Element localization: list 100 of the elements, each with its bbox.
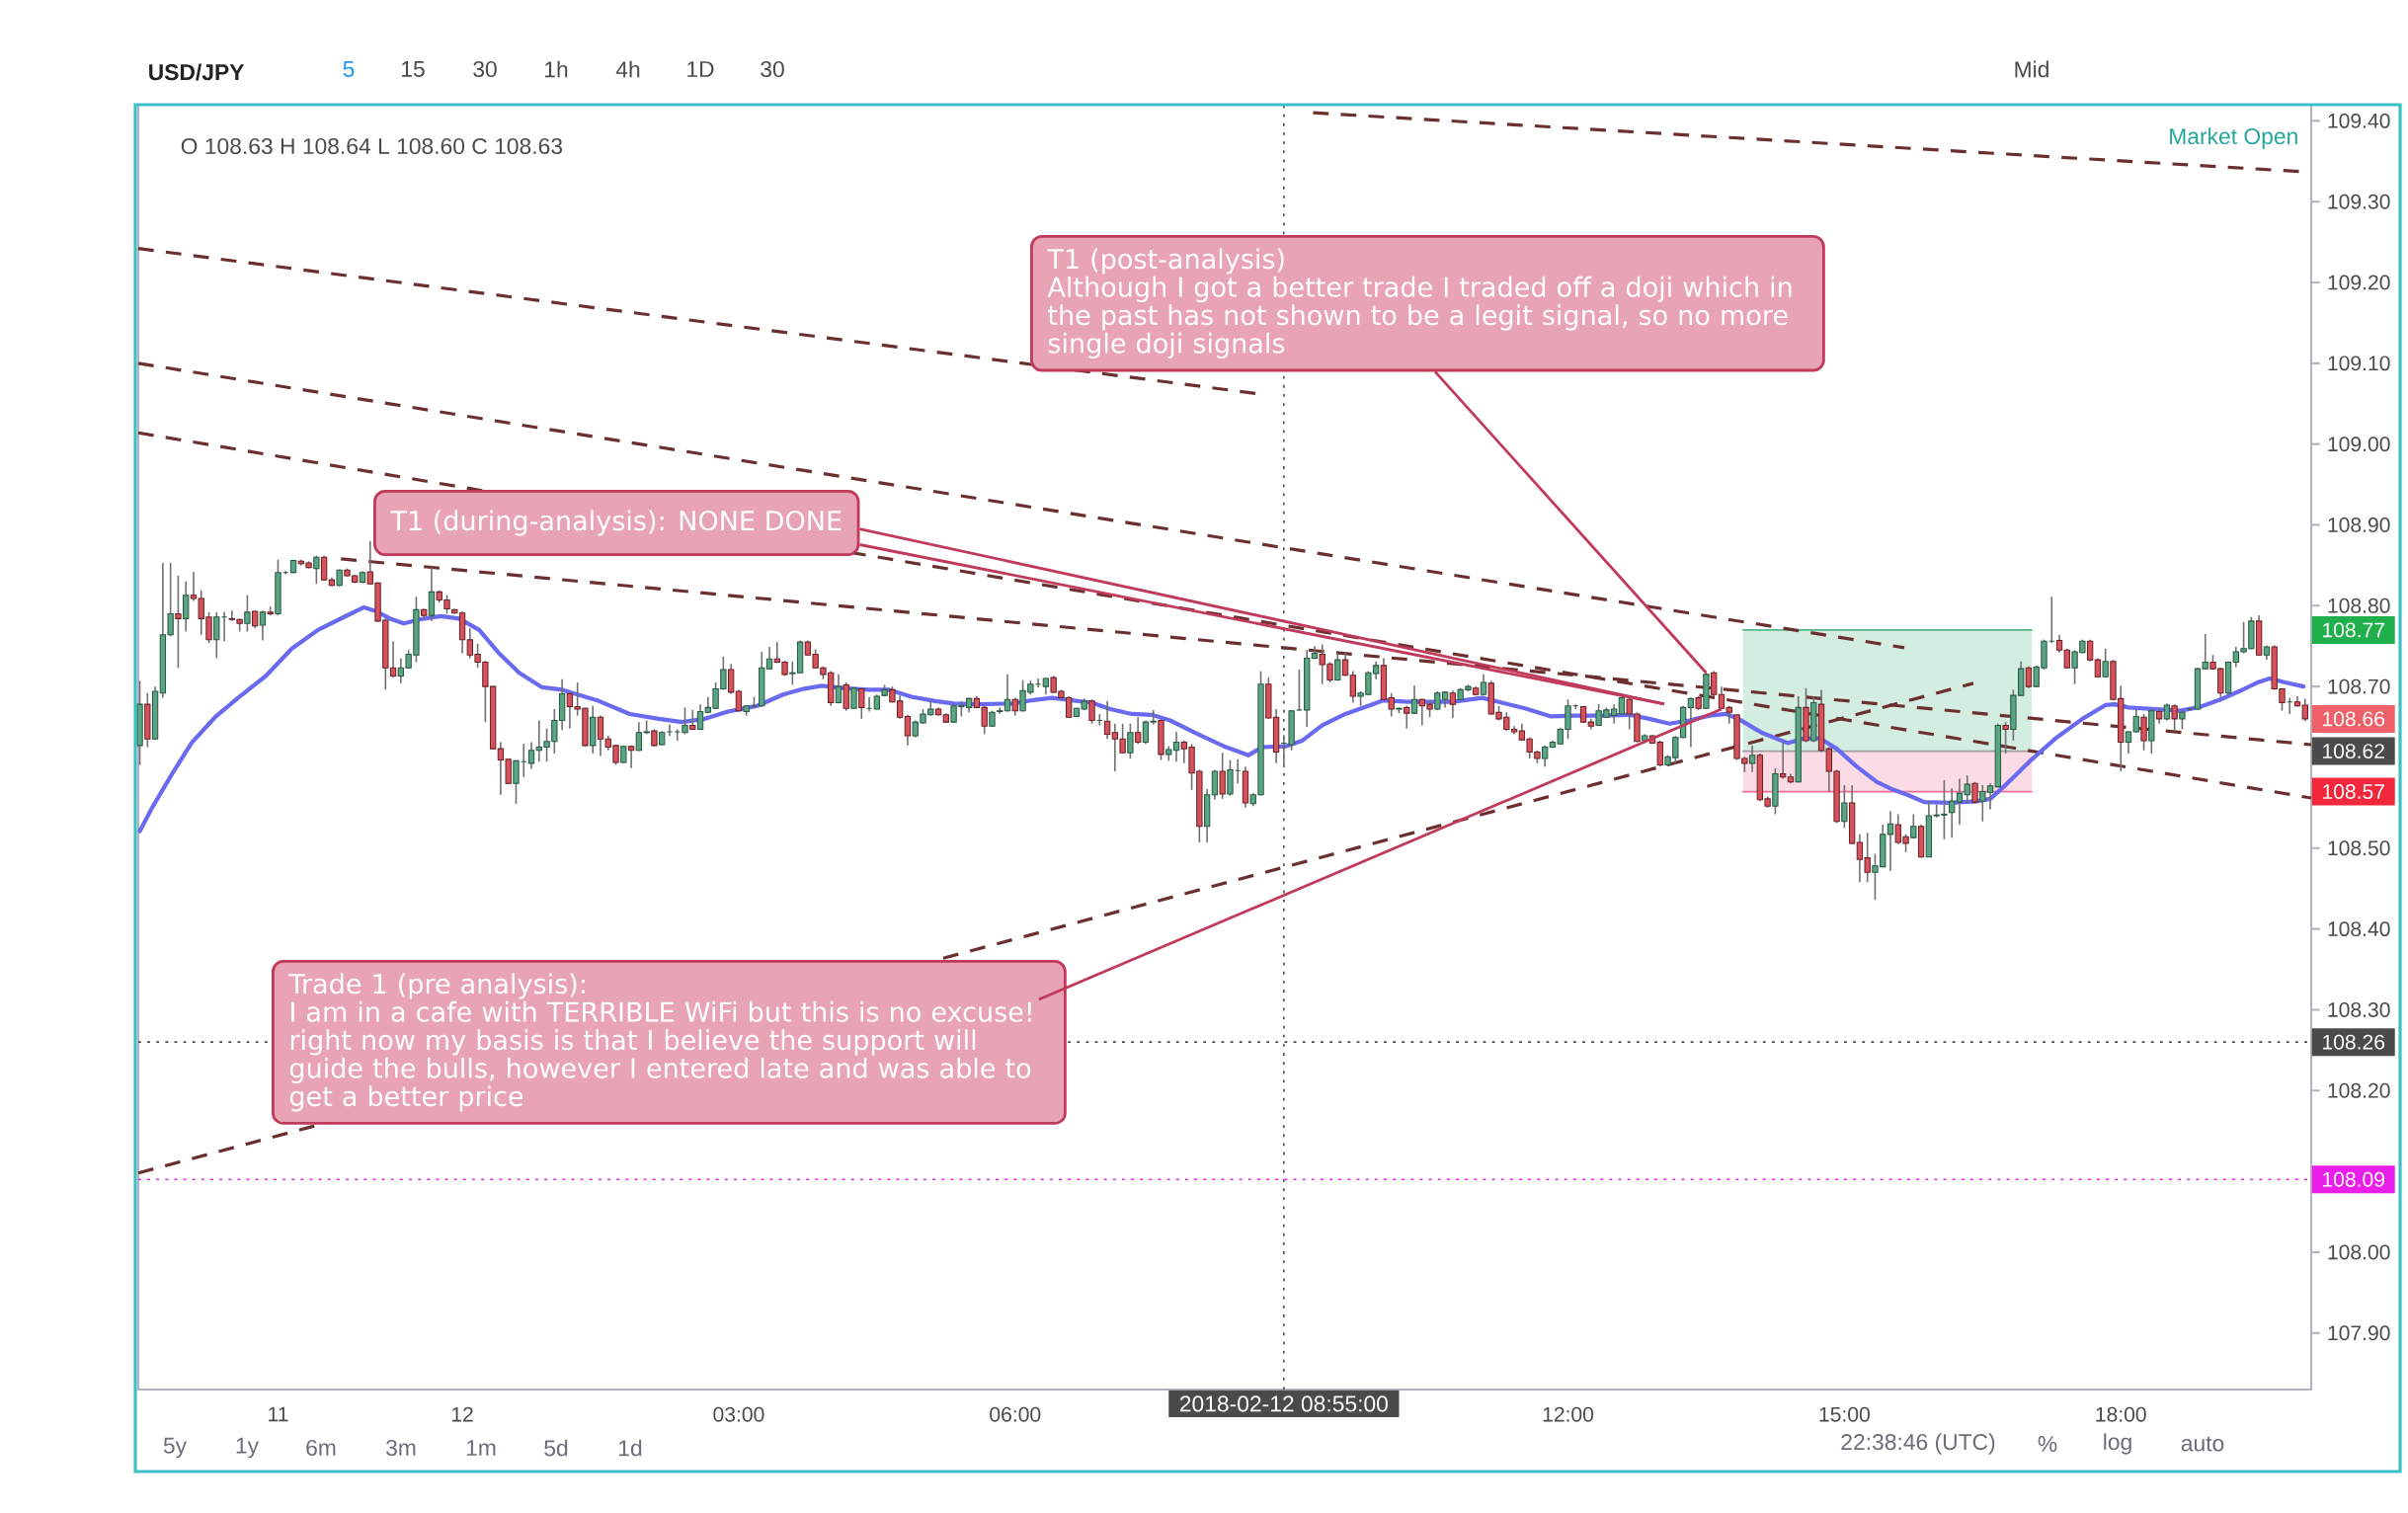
x-tick-label: 06:00: [990, 1406, 1041, 1422]
text: 1h: [545, 60, 568, 78]
candlestick: [682, 706, 688, 736]
candlestick: [1711, 670, 1718, 697]
y-tick-label: 108.90: [2328, 518, 2390, 532]
y-tick-label: 108.20: [2328, 1082, 2390, 1098]
chart-title: USD/JPY: [149, 63, 245, 81]
text: 30: [473, 60, 497, 78]
candlestick: [904, 713, 912, 747]
candlestick: [1088, 698, 1095, 725]
text: 1D: [687, 61, 714, 77]
candlestick: [1103, 700, 1111, 741]
candlestick: [175, 575, 182, 670]
candlestick: [1134, 716, 1142, 746]
text: 108.77: [2323, 622, 2384, 638]
y-tick-label: 109.10: [2328, 356, 2390, 371]
text: 108.66: [2323, 711, 2385, 727]
y-tick-label: 109.20: [2328, 275, 2390, 290]
y-tick-label: 108.30: [2328, 1001, 2390, 1017]
candlestick: [1841, 784, 1848, 830]
text: 4h: [615, 60, 640, 78]
candlestick: [1219, 752, 1226, 800]
y-tick-label: 107.90: [2328, 1325, 2390, 1341]
candlestick: [2055, 633, 2063, 654]
candlestick: [674, 728, 681, 742]
candlestick: [1296, 669, 1303, 712]
text: 22:38:46 (UTC): [1841, 1433, 1995, 1455]
text: O 108.63 H 108.64 L 108.60 C 108.63: [181, 137, 562, 155]
text: auto: [2181, 1436, 2224, 1452]
x-tick-label: 15:00: [1819, 1406, 1870, 1422]
text: 108.57: [2323, 784, 2384, 799]
candlestick: [1349, 670, 1357, 704]
text: 1m: [466, 1440, 496, 1456]
candlestick: [1449, 689, 1457, 719]
y-tick-label: 109.00: [2328, 437, 2390, 452]
candlestick: [1127, 722, 1134, 759]
candlestick: [527, 741, 535, 770]
y-tick-label: 108.50: [2328, 840, 2390, 856]
y-tick-label: 109.40: [2328, 113, 2390, 128]
candlestick: [835, 674, 843, 705]
candlestick: [1949, 787, 1956, 838]
x-tick-label: 03:00: [713, 1406, 764, 1422]
candlestick: [1910, 813, 1917, 839]
y-tick-label: 109.30: [2328, 194, 2390, 209]
candlestick: [513, 758, 520, 805]
text: %: [2038, 1436, 2057, 1452]
text: 15: [402, 61, 425, 77]
text: 30: [761, 60, 784, 78]
x-tick-label: 18:00: [2096, 1406, 2146, 1422]
ref-line-label: 108.26: [2323, 1034, 2385, 1050]
annotation: T1 (post-analysis): [1047, 248, 1284, 275]
candlestick: [320, 554, 328, 582]
y-tick-label: 108.70: [2328, 678, 2390, 694]
candlestick: [1404, 704, 1410, 730]
text: 5d: [544, 1439, 568, 1457]
text: 5y: [163, 1437, 187, 1459]
candlestick: [428, 566, 436, 622]
y-tick-label: 108.80: [2328, 597, 2390, 613]
annotation: Market Open: [2170, 127, 2297, 149]
text: 6m: [306, 1439, 336, 1457]
ref-line-label: 2018-02-12 08:55:00: [1179, 1395, 1388, 1412]
y-tick-label: 108.40: [2328, 921, 2390, 937]
candlestick: [1334, 651, 1341, 682]
text: 1y: [236, 1437, 259, 1459]
candlestick: [843, 681, 849, 712]
candlestick: [1211, 768, 1219, 801]
annotation: Trade 1 (pre analysis):: [288, 973, 585, 999]
candlestick: [1687, 696, 1695, 749]
candlestick: [1780, 741, 1787, 780]
candlestick: [666, 723, 674, 737]
annotation: T1 (during-analysis): NONE DONE: [390, 510, 842, 536]
candlestick: [1410, 684, 1418, 715]
annotation: Although I got a better trade I traded off a doji which in the past has not shown to be a legit signal, so no more single doji signals: [1047, 276, 1792, 358]
candlestick: [183, 580, 190, 633]
x-tick-label: 12:00: [1543, 1406, 1594, 1422]
candlestick: [1971, 780, 1978, 805]
text: 3m: [386, 1439, 416, 1457]
candlestick: [2179, 709, 2186, 731]
candlestick: [2025, 665, 2033, 689]
candlestick: [2140, 713, 2147, 752]
candlestick: [2171, 703, 2178, 732]
candlestick: [244, 594, 251, 633]
annotation: I am in a cafe with TERRIBLE WiFi but this is no excuse! right now my basis is that I believe the support will guide the bulls, however I entered late and was able to get a better price: [289, 1000, 1031, 1112]
candlestick: [313, 554, 320, 586]
x-tick-label: 12: [451, 1406, 473, 1422]
text: 108.62: [2323, 744, 2384, 759]
candlestick: [2086, 638, 2094, 663]
candlestick: [689, 709, 696, 731]
text: 5: [343, 61, 355, 77]
y-tick-label: 108.00: [2328, 1244, 2390, 1260]
candlestick: [727, 663, 735, 695]
text: log: [2104, 1433, 2131, 1455]
text: 1d: [619, 1439, 642, 1457]
candlestick: [2002, 721, 2009, 755]
ref-line-label: 108.09: [2323, 1171, 2384, 1187]
candlestick: [1542, 745, 1549, 767]
candlestick: [259, 609, 267, 642]
x-tick-label: 11: [269, 1406, 288, 1422]
candlestick: [2102, 647, 2109, 678]
candlestick: [858, 686, 865, 720]
